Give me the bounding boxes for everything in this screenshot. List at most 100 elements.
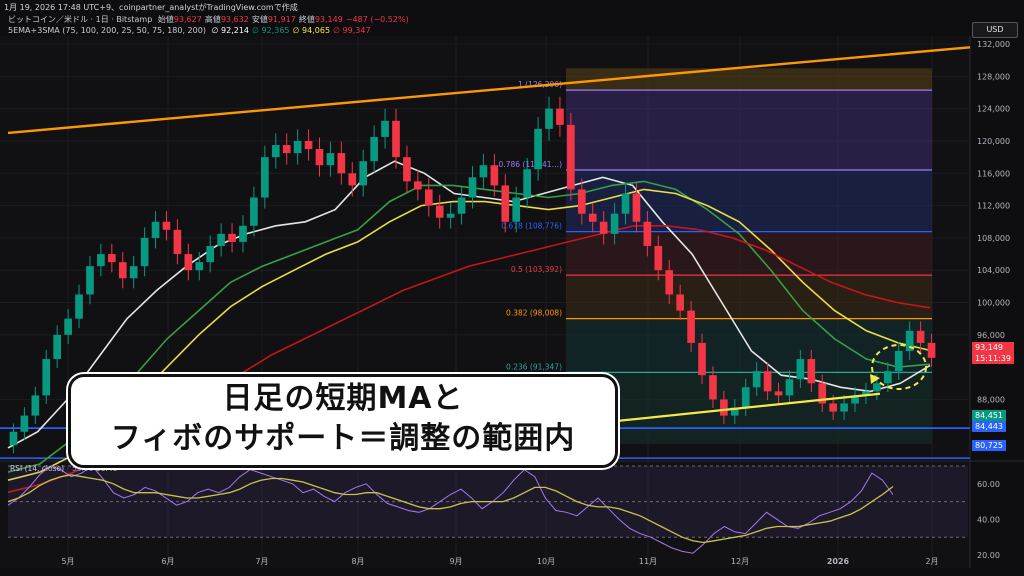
candle-body-38 (424, 189, 433, 206)
ohlc-values: 始値93,627 高値93,632 安値91,917 終値93,149 −487 (−0… (158, 15, 412, 24)
fib-zone-0 (566, 90, 932, 170)
rsi-label: RSI (14, close) (10, 464, 64, 473)
candle-body-17 (195, 262, 204, 271)
candle-body-24 (271, 145, 280, 158)
candle-body-23 (261, 157, 269, 198)
candle-body-76 (840, 403, 848, 412)
candle-body-39 (435, 205, 444, 218)
y-tick-label-5: 112,000 (977, 202, 1010, 211)
candle-body-35 (392, 120, 400, 158)
callout-line-2: フィボのサポート＝調整の範囲内 (110, 421, 576, 456)
chart-title-line: 1月 19, 2026 17:48 UTC+9、coinpartner_anal… (4, 3, 298, 12)
candle-body-48 (534, 128, 542, 170)
candle-body-18 (206, 245, 215, 263)
candle-body-67 (741, 387, 750, 408)
x-tick-label-1: 6月 (161, 557, 174, 566)
fib-label-0.236: 0.236 (91,347) (506, 362, 562, 371)
candle-body-66 (730, 407, 739, 416)
ma-value-1: ∅ 92,365 (252, 26, 290, 35)
ohlc-label-1: 高値 (204, 15, 221, 24)
candle-body-27 (304, 140, 313, 150)
ma-legend-values: ∅ 92,214 ∅ 92,365 ∅ 94,065 ∅ 99,347 (212, 26, 374, 35)
candle-body-30 (337, 153, 346, 174)
x-tick-label-2: 7月 (255, 557, 268, 566)
annotation-callout: 日足の短期MAと フィボのサポート＝調整の範囲内 (68, 374, 618, 468)
candle-body-57 (632, 193, 641, 222)
candle-body-26 (293, 140, 302, 154)
candle-body-6 (75, 294, 83, 319)
candle-body-77 (851, 395, 859, 404)
candle-body-55 (610, 213, 619, 234)
candle-body-33 (370, 136, 378, 162)
candle-body-41 (457, 197, 466, 214)
candle-body-36 (403, 157, 411, 182)
candle-body-45 (501, 185, 510, 222)
candle-body-7 (86, 266, 94, 295)
rsi-tick-label-2: 20.00 (977, 551, 1000, 560)
y-tick-label-1: 128,000 (977, 72, 1010, 81)
fib-zone-top (566, 68, 932, 91)
candle-body-22 (250, 197, 258, 226)
candle-body-60 (665, 270, 674, 295)
candle-body-34 (381, 120, 389, 137)
ohlc-label-3: 終値 (298, 15, 315, 24)
y-tick-label-3: 120,000 (977, 137, 1010, 146)
y-tick-label-8: 100,000 (977, 299, 1010, 308)
y-tick-label-6: 108,000 (977, 234, 1010, 243)
candle-body-2 (31, 395, 40, 416)
candle-body-74 (818, 383, 827, 404)
candle-body-21 (239, 225, 247, 242)
x-tick-label-5: 10月 (537, 557, 555, 566)
candle-body-70 (774, 391, 783, 396)
rsi-value: 53.90 (72, 464, 94, 473)
candle-body-46 (512, 197, 521, 222)
candle-body-3 (42, 359, 51, 396)
candle-body-12 (140, 237, 149, 267)
candle-body-58 (643, 221, 652, 246)
candle-body-80 (883, 371, 892, 384)
rsi-ma-value: 58.48 (96, 464, 118, 473)
fib-label-0.5: 0.5 (103,392) (511, 265, 562, 274)
candle-body-14 (162, 221, 171, 230)
x-tick-label-0: 5月 (61, 557, 74, 566)
candle-body-56 (621, 193, 630, 214)
ohlc-label-2: 安値 (251, 15, 268, 24)
candle-body-75 (829, 403, 837, 412)
x-tick-label-6: 11月 (639, 557, 657, 566)
ohlc-value-2: 91,917 (267, 15, 296, 24)
candle-body-73 (807, 359, 816, 384)
candle-body-79 (873, 383, 881, 392)
currency-button[interactable]: USD (972, 22, 1018, 38)
price-tag-0: 93,149 15:11:39 (972, 342, 1014, 364)
ma-legend[interactable]: 5EMA+3SMA (75, 100, 200, 25, 50, 75, 180… (8, 26, 377, 35)
trendline-arrowhead (870, 374, 880, 384)
candle-body-59 (654, 245, 663, 271)
price-tag-2: 84,443 (972, 421, 1006, 432)
y-tick-label-0: 132,000 (977, 40, 1010, 49)
candle-body-64 (709, 375, 717, 400)
candle-body-16 (184, 254, 193, 271)
candle-body-19 (217, 233, 225, 246)
x-tick-label-3: 8月 (351, 557, 364, 566)
fib-zone-2 (566, 231, 932, 276)
candle-body-1 (20, 415, 29, 432)
candle-body-68 (752, 371, 761, 388)
candle-body-49 (545, 108, 553, 129)
price-tag-3: 80,725 (972, 440, 1006, 451)
candle-body-43 (479, 165, 488, 178)
candle-body-63 (698, 342, 706, 376)
countdown-timer: 15:11:39 (975, 354, 1011, 363)
candle-body-72 (796, 359, 805, 380)
ma-value-3: ∅ 99,347 (333, 26, 371, 35)
candle-body-31 (348, 173, 357, 186)
trendline-resistance (7, 46, 971, 135)
candle-body-29 (326, 153, 335, 166)
rsi-pane (0, 462, 970, 568)
candle-body-50 (556, 108, 564, 125)
ohlc-label-0: 始値 (157, 15, 174, 24)
rsi-tick-label-1: 40.00 (977, 515, 1000, 524)
candle-body-51 (567, 124, 575, 190)
candle-body-54 (599, 221, 608, 234)
